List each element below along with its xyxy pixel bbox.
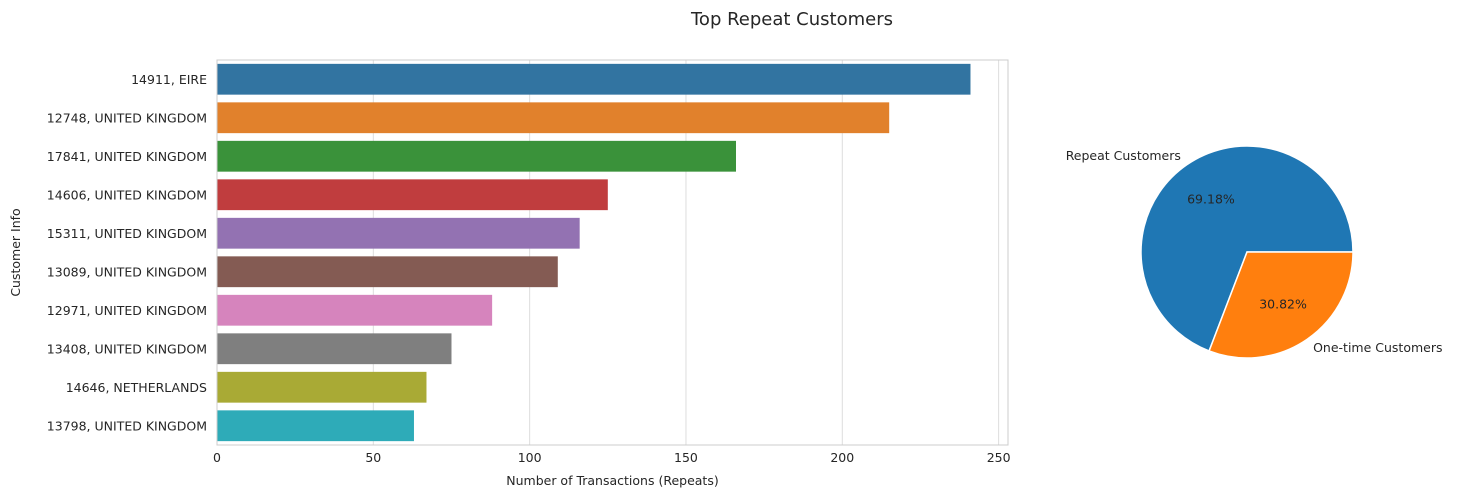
x-tick-label: 0 bbox=[213, 450, 221, 465]
x-tick-label: 200 bbox=[830, 450, 854, 465]
x-axis-label: Number of Transactions (Repeats) bbox=[506, 473, 718, 488]
bar-plot-frame bbox=[216, 59, 1009, 446]
y-tick-label: 12748, UNITED KINGDOM bbox=[47, 110, 207, 125]
bar bbox=[217, 294, 493, 326]
bar bbox=[217, 256, 558, 288]
bar-series bbox=[217, 63, 971, 442]
y-tick-label: 13408, UNITED KINGDOM bbox=[47, 341, 207, 356]
pie-percent-label: 69.18% bbox=[1187, 192, 1235, 207]
x-tick-labels: 0 50 100 150 200 250 bbox=[213, 450, 1011, 465]
y-axis-label: Customer Info bbox=[8, 208, 23, 296]
y-tick-label: 14646, NETHERLANDS bbox=[66, 380, 207, 395]
x-tick-label: 100 bbox=[518, 450, 542, 465]
y-tick-label: 13798, UNITED KINGDOM bbox=[47, 418, 207, 433]
pie-slice bbox=[1140, 145, 1354, 352]
y-tick-label: 12971, UNITED KINGDOM bbox=[47, 303, 207, 318]
bar bbox=[217, 410, 414, 442]
pie-slice-label: Repeat Customers bbox=[1066, 148, 1181, 163]
y-tick-label: 17841, UNITED KINGDOM bbox=[47, 149, 207, 164]
figure-title: Top Repeat Customers bbox=[690, 9, 893, 30]
y-tick-label: 14606, UNITED KINGDOM bbox=[47, 187, 207, 202]
bar bbox=[217, 102, 890, 134]
bar bbox=[217, 179, 608, 211]
bar bbox=[217, 217, 580, 249]
bar bbox=[217, 333, 452, 365]
pie-slice bbox=[1208, 251, 1354, 359]
pie-percent-label: 30.82% bbox=[1259, 296, 1307, 311]
y-tick-label: 14911, EIRE bbox=[131, 72, 207, 87]
x-tick-label: 150 bbox=[674, 450, 698, 465]
y-tick-labels: 14911, EIRE 12748, UNITED KINGDOM 17841, U… bbox=[47, 72, 207, 434]
y-tick-label: 13089, UNITED KINGDOM bbox=[47, 264, 207, 279]
pie-slice-label: One-time Customers bbox=[1313, 340, 1442, 355]
x-tick-label: 250 bbox=[987, 450, 1011, 465]
bar-chart: 14911, EIRE 12748, UNITED KINGDOM 17841, U… bbox=[8, 59, 1011, 488]
x-tick-label: 50 bbox=[365, 450, 381, 465]
y-tick-label: 15311, UNITED KINGDOM bbox=[47, 226, 207, 241]
bar bbox=[217, 63, 971, 95]
bar bbox=[217, 140, 736, 172]
bar bbox=[217, 371, 427, 403]
pie-chart: Repeat Customers 69.18% One-time Customers… bbox=[1066, 145, 1443, 359]
